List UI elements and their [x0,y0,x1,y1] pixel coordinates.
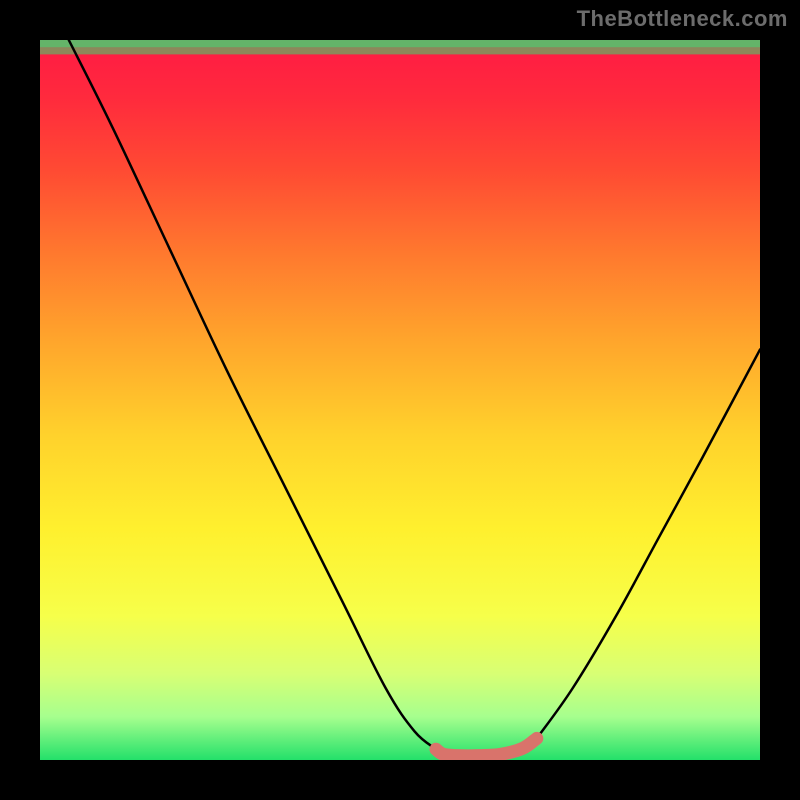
frame-left [0,0,40,800]
bottleneck-curve-chart [0,0,800,800]
chart-frame: TheBottleneck.com [0,0,800,800]
frame-bottom [0,760,800,800]
watermark-text: TheBottleneck.com [577,6,788,32]
frame-right [760,0,800,800]
chart-background [40,40,760,760]
